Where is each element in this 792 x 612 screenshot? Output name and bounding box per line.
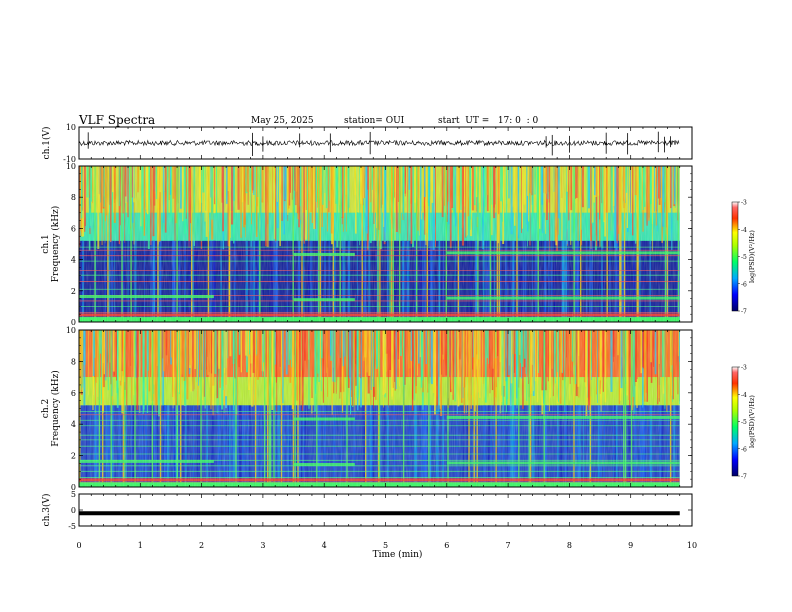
time-tick-label: 2 xyxy=(199,541,204,550)
ch2-spectrogram-ytick-label: 8 xyxy=(71,357,76,366)
ch2-colorbar-tick-label: -4 xyxy=(741,392,747,399)
ch2-colorbar-tick-label: -7 xyxy=(741,474,747,481)
start-time-label: start UT = 17: 0 : 0 xyxy=(438,116,539,126)
time-axis: 0 1 2 3 4 5 6 7 8 9 10 Time (min) xyxy=(76,541,697,560)
ch1-waveform-ylabel: ch.1(V) xyxy=(41,127,52,160)
ch2-spectrogram-image xyxy=(79,330,680,487)
ch2-colorbar-scale xyxy=(731,366,739,477)
ch1-colorbar-tick-label: -4 xyxy=(741,227,747,234)
ch1-waveform-ytick-label: -10 xyxy=(63,155,76,164)
time-axis-label: Time (min) xyxy=(373,549,423,560)
ch2-spectrogram-ytick-label: 0 xyxy=(71,483,76,492)
ch1-spectrogram-panel: 0 2 4 6 8 10 ch.1 Frequency (kHz) xyxy=(41,162,693,327)
ch3-waveform-ytick-label: 5 xyxy=(71,490,76,499)
ch1-waveform-trace xyxy=(78,139,680,147)
ch1-colorbar-tick-label: -5 xyxy=(741,254,747,261)
ch3-waveform-ylabel: ch.3(V) xyxy=(41,494,52,527)
date-label: May 25, 2025 xyxy=(251,116,314,126)
ch3-waveform-frame xyxy=(78,493,693,527)
ch2-colorbar-tick-label: -5 xyxy=(741,419,747,426)
ch1-spectrogram-ytick-label: 0 xyxy=(71,318,76,327)
time-tick-label: 6 xyxy=(444,541,449,550)
ch1-colorbar-tick-label: -3 xyxy=(741,200,747,207)
ch2-spectrogram-ytick-label: 4 xyxy=(71,420,76,429)
ch3-waveform-ytick-label: -5 xyxy=(68,522,76,531)
ch1-waveform-panel: 10 -10 ch.1(V) xyxy=(41,123,693,164)
station-label: station= OUI xyxy=(344,116,405,126)
ch1-spectrogram-ylabel-channel: ch.1 xyxy=(41,234,51,253)
ch2-spectrogram-ytick-label: 2 xyxy=(71,452,76,461)
ch1-spectrogram-ytick-label: 6 xyxy=(71,224,76,233)
time-tick-label: 7 xyxy=(506,541,511,550)
colorbars: -3 -4 -5 -6 -7 log(PSD)(V²/Hz) -3 -4 -5 -6 -7 log(P… xyxy=(731,200,756,481)
ch2-colorbar-label: log(PSD)(V²/Hz) xyxy=(748,395,756,448)
ch1-spectrogram-ytick-label: 2 xyxy=(71,287,76,296)
time-tick-label: 10 xyxy=(687,541,697,550)
ch1-spectrogram-ylabel-frequency: Frequency (kHz) xyxy=(50,206,61,283)
ch3-waveform-panel: 5 0 -5 ch.3(V) xyxy=(41,490,693,531)
ch1-spectrogram-ytick-label: 8 xyxy=(71,193,76,202)
ch1-colorbar-tick-label: -6 xyxy=(741,281,747,288)
ch1-colorbar-label: log(PSD)(V²/Hz) xyxy=(748,230,756,283)
ch1-colorbar-scale xyxy=(731,201,739,312)
ch2-spectrogram-panel: 0 2 4 6 8 10 ch.2 Frequency (kHz) xyxy=(41,326,693,492)
ch3-waveform-ytick-label: 0 xyxy=(71,506,76,515)
ch2-spectrogram-ylabel-channel: ch.2 xyxy=(41,399,51,418)
ch2-colorbar-tick-label: -3 xyxy=(741,365,747,372)
time-tick-label: 8 xyxy=(567,541,572,550)
chart-title: VLF Spectra xyxy=(79,113,156,127)
ch1-waveform-ytick-label: 10 xyxy=(66,123,76,132)
time-tick-label: 0 xyxy=(76,541,81,550)
time-tick-label: 4 xyxy=(322,541,327,550)
ch2-colorbar-tick-label: -6 xyxy=(741,446,747,453)
time-tick-label: 5 xyxy=(383,541,388,550)
time-tick-label: 9 xyxy=(628,541,633,550)
time-tick-label: 1 xyxy=(138,541,143,550)
ch2-spectrogram-ylabel-frequency: Frequency (kHz) xyxy=(50,370,61,447)
ch1-spectrogram-image xyxy=(79,166,680,322)
ch1-colorbar-tick-label: -7 xyxy=(741,309,747,316)
ch2-spectrogram-ytick-label: 10 xyxy=(66,326,76,335)
ch2-spectrogram-ytick-label: 6 xyxy=(71,389,76,398)
time-tick-label: 3 xyxy=(260,541,265,550)
ch1-spectrogram-ytick-label: 4 xyxy=(71,256,76,265)
ch1-spectrogram-ytick-label: 10 xyxy=(66,162,76,171)
